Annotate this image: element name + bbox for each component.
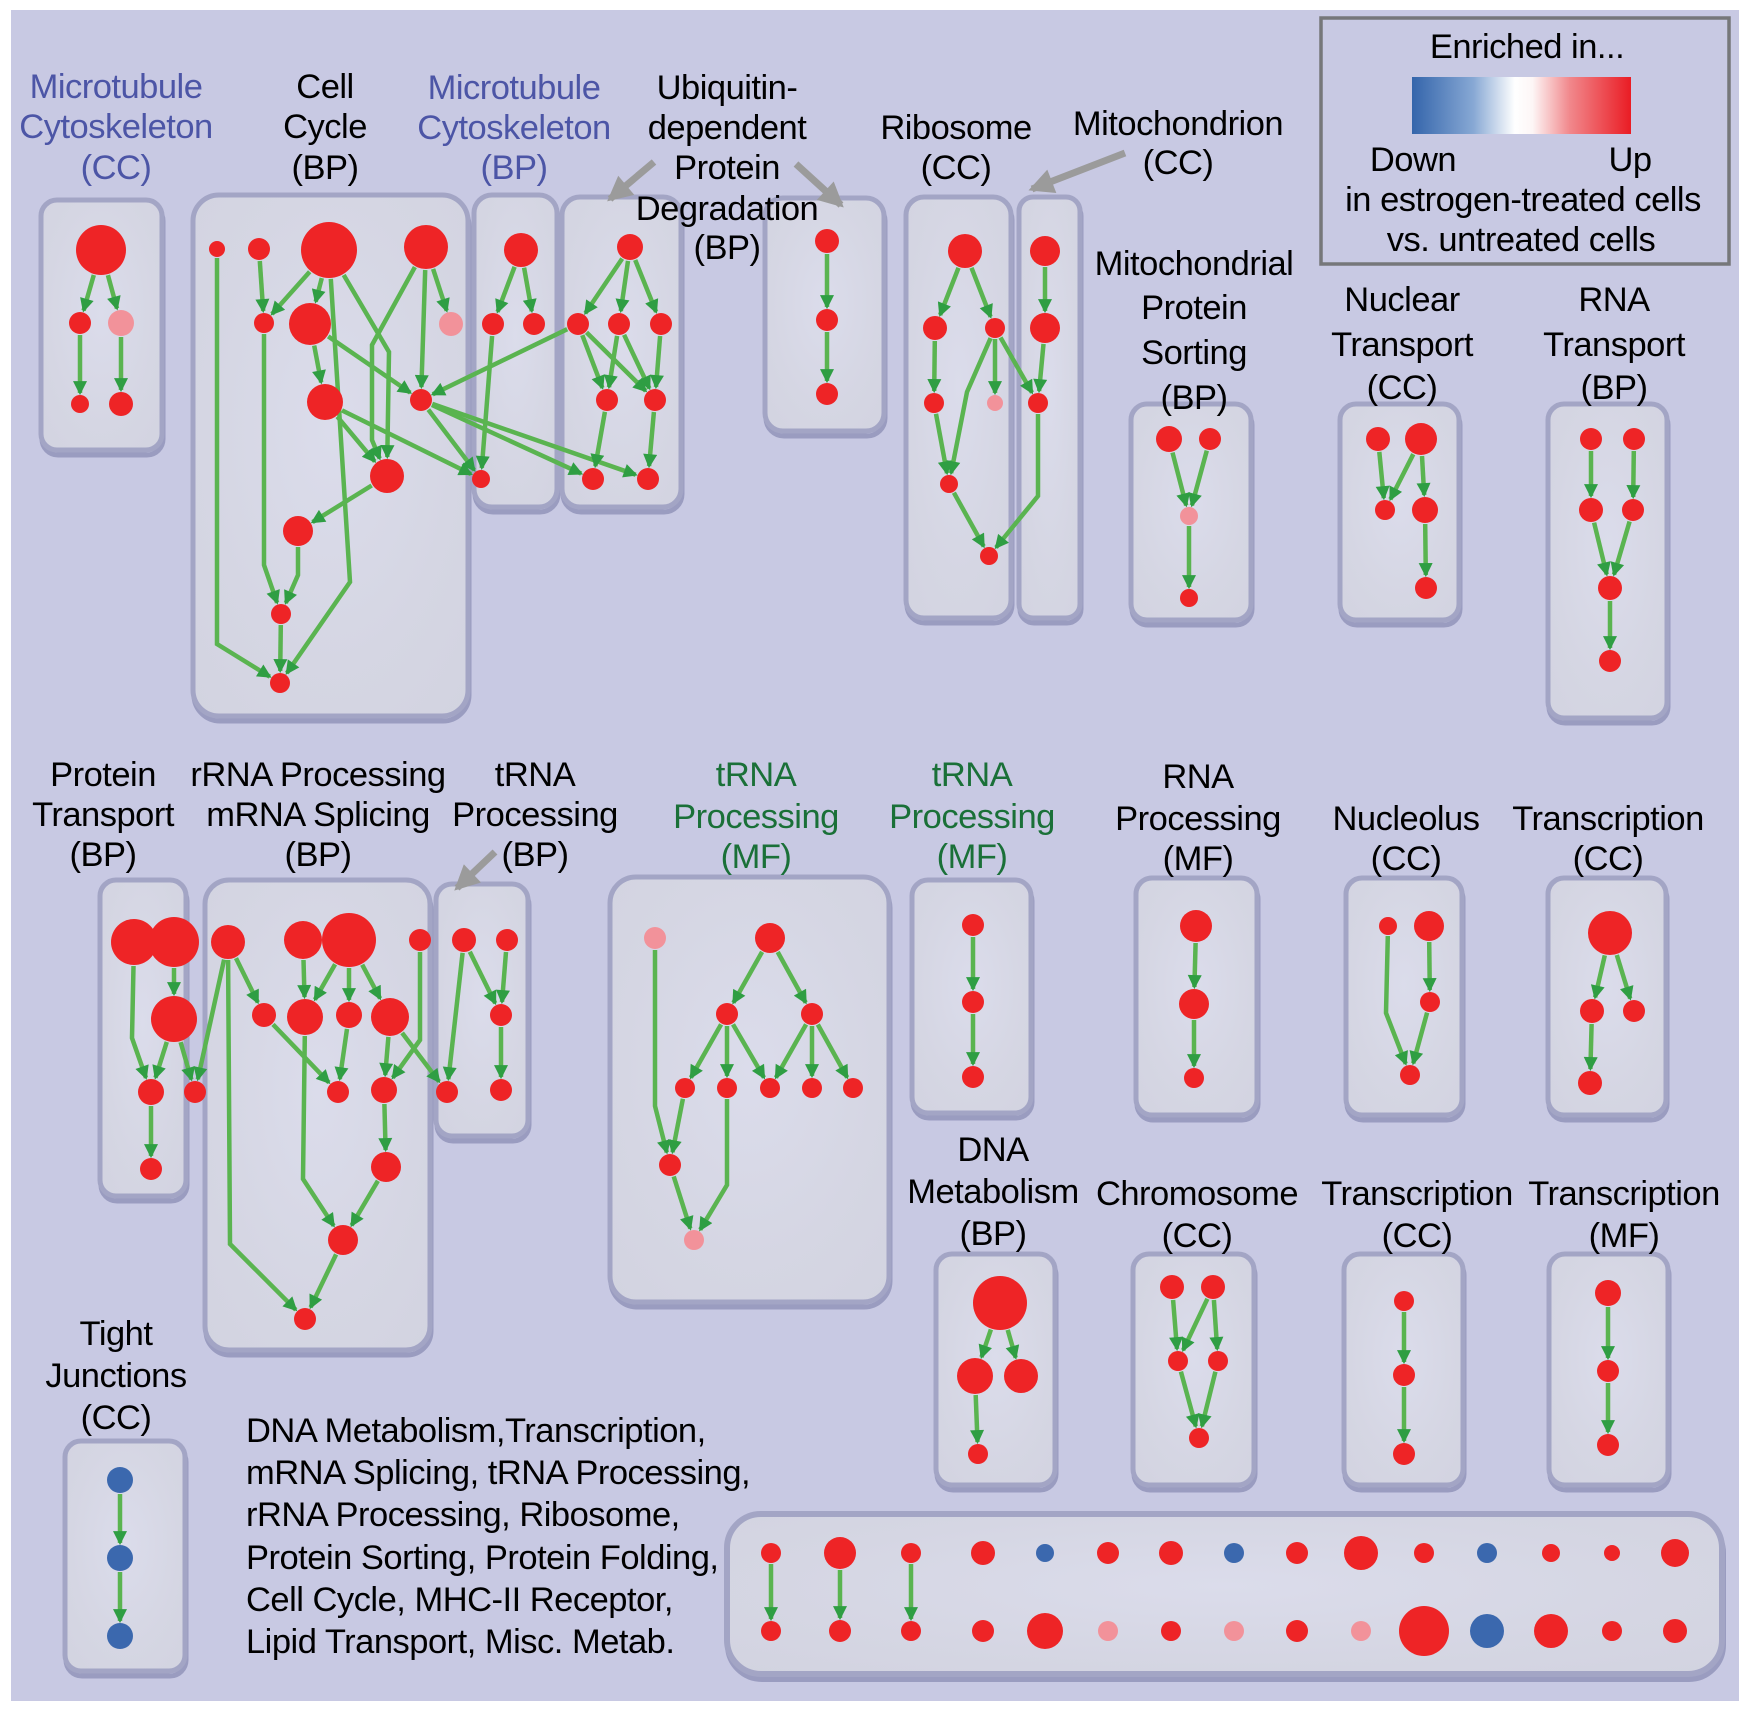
svg-text:(MF): (MF) bbox=[937, 838, 1008, 876]
svg-text:Nuclear: Nuclear bbox=[1344, 281, 1459, 319]
svg-text:Ubiquitin-: Ubiquitin- bbox=[657, 69, 798, 107]
svg-text:(BP): (BP) bbox=[960, 1215, 1027, 1253]
svg-text:Tight: Tight bbox=[80, 1315, 154, 1353]
svg-text:Nucleolus: Nucleolus bbox=[1333, 800, 1480, 838]
svg-text:(BP): (BP) bbox=[481, 149, 548, 187]
svg-text:Cytoskeleton: Cytoskeleton bbox=[19, 108, 212, 146]
svg-text:Down: Down bbox=[1370, 141, 1456, 179]
svg-text:Metabolism: Metabolism bbox=[907, 1173, 1078, 1211]
svg-text:Transcription: Transcription bbox=[1321, 1175, 1513, 1213]
svg-text:mRNA Splicing: mRNA Splicing bbox=[206, 796, 430, 834]
svg-text:RNA: RNA bbox=[1162, 758, 1234, 796]
svg-text:(BP): (BP) bbox=[1161, 379, 1228, 417]
svg-text:Transport: Transport bbox=[1543, 326, 1686, 364]
svg-text:DNA Metabolism,Transcription,: DNA Metabolism,Transcription, bbox=[246, 1412, 706, 1450]
svg-text:(BP): (BP) bbox=[292, 149, 359, 187]
svg-text:Cell Cycle, MHC-II Receptor,: Cell Cycle, MHC-II Receptor, bbox=[246, 1581, 673, 1619]
svg-text:Mitochondrial: Mitochondrial bbox=[1095, 245, 1294, 283]
svg-text:Mitochondrion: Mitochondrion bbox=[1073, 105, 1283, 143]
svg-text:Transcription: Transcription bbox=[1512, 800, 1704, 838]
svg-text:tRNA: tRNA bbox=[495, 756, 576, 794]
svg-text:Cell: Cell bbox=[296, 68, 353, 106]
svg-text:Microtubule: Microtubule bbox=[428, 69, 601, 107]
svg-text:Cytoskeleton: Cytoskeleton bbox=[417, 109, 610, 147]
svg-text:(CC): (CC) bbox=[81, 1399, 152, 1437]
svg-text:dependent: dependent bbox=[648, 109, 807, 147]
svg-text:(CC): (CC) bbox=[921, 149, 992, 187]
svg-text:Protein: Protein bbox=[674, 149, 780, 187]
svg-text:Protein: Protein bbox=[1141, 289, 1247, 327]
svg-text:(CC): (CC) bbox=[81, 149, 152, 187]
svg-text:in estrogen-treated cells: in estrogen-treated cells bbox=[1345, 181, 1701, 219]
svg-text:(CC): (CC) bbox=[1162, 1217, 1233, 1255]
svg-text:Cycle: Cycle bbox=[283, 108, 367, 146]
svg-text:vs. untreated cells: vs. untreated cells bbox=[1387, 221, 1656, 259]
svg-text:DNA: DNA bbox=[957, 1131, 1029, 1169]
svg-text:(BP): (BP) bbox=[1581, 369, 1648, 407]
svg-text:(CC): (CC) bbox=[1371, 840, 1442, 878]
svg-text:(BP): (BP) bbox=[694, 229, 761, 267]
svg-text:Junctions: Junctions bbox=[45, 1357, 186, 1395]
svg-text:Degradation: Degradation bbox=[636, 190, 818, 228]
svg-text:Protein: Protein bbox=[50, 756, 156, 794]
svg-text:(BP): (BP) bbox=[502, 836, 569, 874]
svg-text:(CC): (CC) bbox=[1573, 840, 1644, 878]
svg-text:(MF): (MF) bbox=[721, 838, 792, 876]
svg-text:tRNA: tRNA bbox=[932, 756, 1013, 794]
svg-text:rRNA Processing: rRNA Processing bbox=[190, 756, 445, 794]
svg-text:(CC): (CC) bbox=[1367, 369, 1438, 407]
svg-text:Chromosome: Chromosome bbox=[1096, 1175, 1298, 1213]
svg-text:Ribosome: Ribosome bbox=[880, 109, 1031, 147]
svg-text:(MF): (MF) bbox=[1163, 840, 1234, 878]
svg-text:Enriched in...: Enriched in... bbox=[1430, 28, 1624, 66]
svg-text:(BP): (BP) bbox=[70, 836, 137, 874]
svg-text:mRNA Splicing, tRNA Processing: mRNA Splicing, tRNA Processing, bbox=[246, 1454, 750, 1492]
svg-text:Transcription: Transcription bbox=[1528, 1175, 1720, 1213]
svg-text:Processing: Processing bbox=[889, 798, 1055, 836]
svg-text:Up: Up bbox=[1608, 141, 1651, 179]
svg-text:RNA: RNA bbox=[1578, 281, 1650, 319]
svg-text:Processing: Processing bbox=[1115, 800, 1281, 838]
svg-text:Sorting: Sorting bbox=[1141, 334, 1247, 372]
svg-text:Microtubule: Microtubule bbox=[30, 68, 203, 106]
svg-text:tRNA: tRNA bbox=[716, 756, 797, 794]
svg-text:rRNA Processing, Ribosome,: rRNA Processing, Ribosome, bbox=[246, 1496, 680, 1534]
svg-text:Processing: Processing bbox=[673, 798, 839, 836]
svg-text:Transport: Transport bbox=[32, 796, 175, 834]
svg-text:(BP): (BP) bbox=[285, 836, 352, 874]
svg-text:(CC): (CC) bbox=[1382, 1217, 1453, 1255]
svg-text:Protein Sorting, Protein Foldi: Protein Sorting, Protein Folding, bbox=[246, 1539, 719, 1577]
svg-text:(CC): (CC) bbox=[1143, 144, 1214, 182]
svg-text:Transport: Transport bbox=[1331, 326, 1474, 364]
svg-text:Lipid Transport, Misc. Metab.: Lipid Transport, Misc. Metab. bbox=[246, 1623, 674, 1661]
svg-text:(MF): (MF) bbox=[1589, 1217, 1660, 1255]
svg-text:Processing: Processing bbox=[452, 796, 618, 834]
